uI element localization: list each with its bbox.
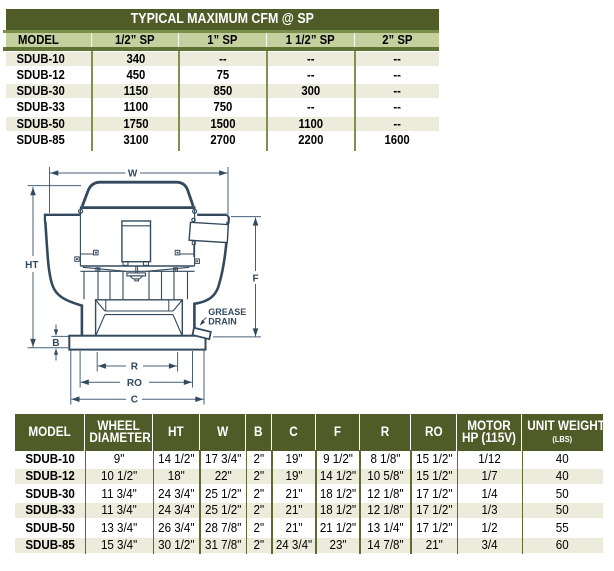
svg-text:GREASE: GREASE — [208, 307, 246, 317]
svg-text:DRAIN: DRAIN — [208, 317, 237, 327]
svg-text:W: W — [128, 169, 138, 180]
svg-text:RO: RO — [127, 378, 142, 389]
svg-text:HT: HT — [25, 260, 38, 271]
svg-text:B: B — [52, 338, 59, 349]
svg-text:C: C — [131, 395, 138, 406]
svg-text:R: R — [131, 362, 139, 373]
svg-text:F: F — [253, 273, 259, 284]
